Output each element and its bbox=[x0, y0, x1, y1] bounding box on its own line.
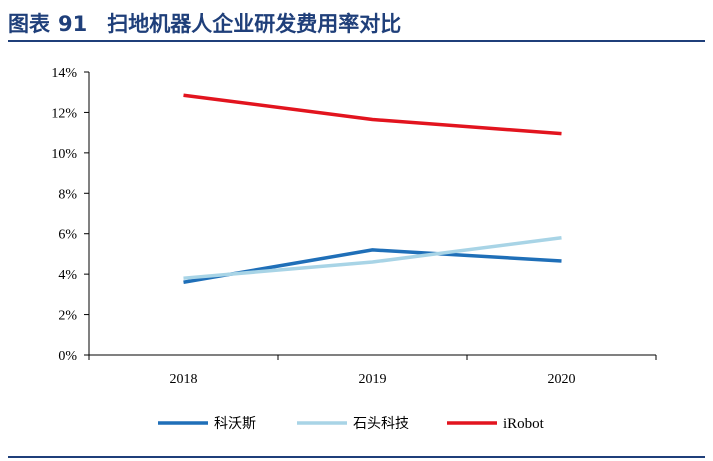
figure-label: 图表 bbox=[8, 12, 50, 36]
legend-label-2: iRobot bbox=[503, 416, 545, 432]
figure-title-bar: 图表 91 扫地机器人企业研发费用率对比 bbox=[8, 4, 705, 42]
figure-title: 图表 91 扫地机器人企业研发费用率对比 bbox=[8, 8, 401, 38]
y-tick-label: 10% bbox=[51, 147, 77, 162]
axes: 0% 2% 4% 6% 8% 10% 12% 14% 2018 2019 2020 bbox=[51, 66, 657, 387]
figure-number: 91 bbox=[58, 12, 88, 36]
series-line-0 bbox=[183, 248, 562, 284]
y-tick-label: 6% bbox=[58, 228, 77, 243]
y-tick-label: 12% bbox=[51, 106, 77, 121]
series-lines bbox=[183, 93, 562, 284]
series-line-2 bbox=[183, 93, 562, 136]
legend-label-0: 科沃斯 bbox=[214, 416, 256, 432]
y-tick-label: 0% bbox=[58, 349, 77, 364]
legend: 科沃斯 石头科技 iRobot bbox=[158, 416, 545, 432]
y-tick-label: 4% bbox=[58, 268, 77, 283]
legend-label-1: 石头科技 bbox=[353, 416, 409, 432]
bottom-rule bbox=[8, 456, 705, 458]
x-tick-label: 2019 bbox=[359, 372, 387, 387]
x-tick-label: 2018 bbox=[170, 372, 198, 387]
y-tick-label: 2% bbox=[58, 309, 77, 324]
x-tick-label: 2020 bbox=[548, 372, 576, 387]
chart-title: 扫地机器人企业研发费用率对比 bbox=[107, 12, 402, 36]
y-tick-label: 14% bbox=[51, 66, 77, 81]
y-tick-label: 8% bbox=[58, 187, 77, 202]
